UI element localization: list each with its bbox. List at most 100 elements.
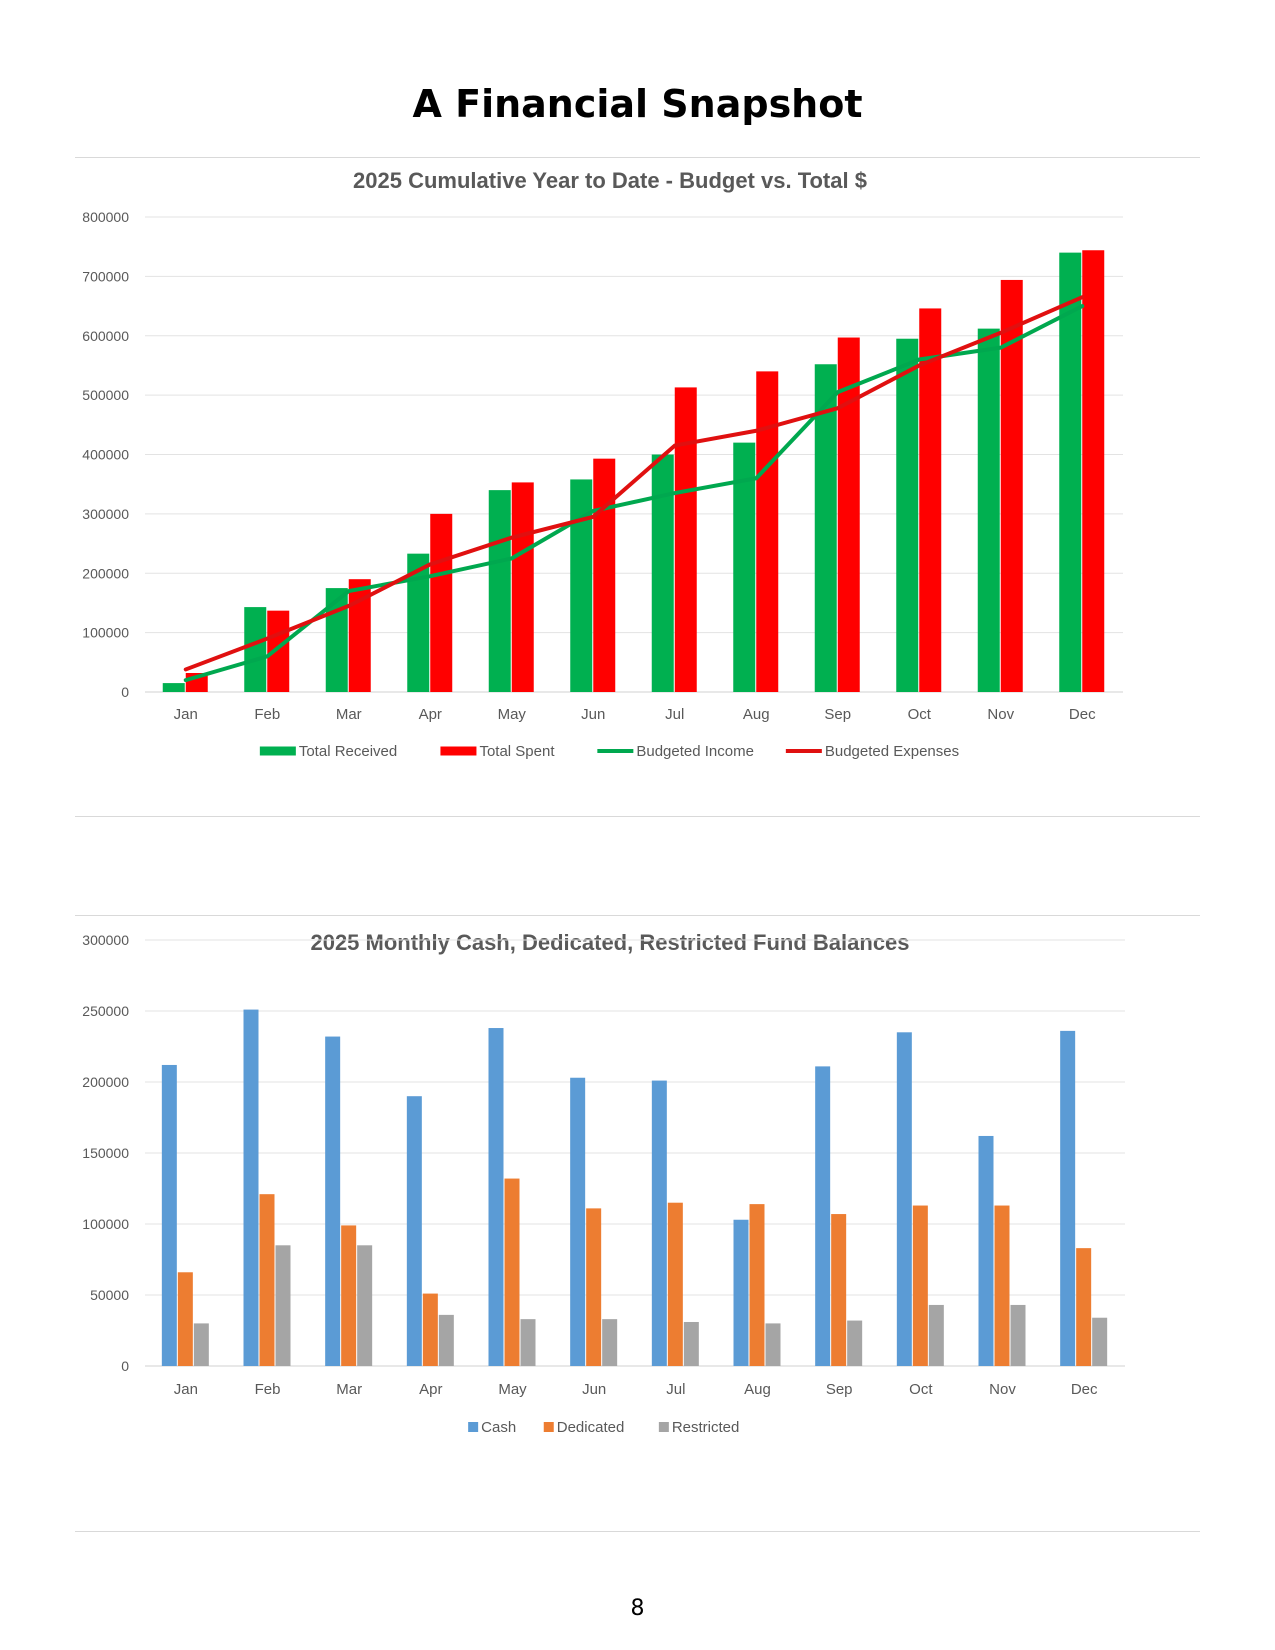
bar-restricted-mar [357, 1245, 373, 1366]
y-tick-label: 0 [121, 684, 129, 700]
legend-swatch-restricted [658, 1422, 669, 1432]
x-tick-label-sep: Sep [826, 1381, 853, 1398]
bar-total-spent-oct [919, 308, 942, 692]
bar-total-spent-apr [430, 513, 453, 692]
bar-total-received-jun [570, 479, 593, 692]
legend-swatch-dedicated [543, 1422, 554, 1432]
bar-dedicated-feb [259, 1194, 275, 1366]
bar-restricted-oct [928, 1304, 944, 1366]
chart-title: 2025 Monthly Cash, Dedicated, Restricted… [310, 930, 909, 955]
y-tick-label: 300000 [82, 932, 129, 948]
bar-total-received-dec [1059, 252, 1082, 692]
bar-dedicated-aug [749, 1204, 765, 1366]
bar-total-received-aug [733, 442, 756, 692]
y-tick-label: 600000 [82, 328, 129, 344]
legend-label-cash: Cash [481, 1419, 516, 1436]
bar-total-received-feb [244, 607, 267, 692]
y-tick-label: 200000 [82, 1074, 129, 1090]
bar-restricted-may [520, 1319, 536, 1366]
bar-dedicated-jan [177, 1272, 193, 1366]
legend-label-dedicated: Dedicated [557, 1419, 625, 1436]
cumulative-budget-chart-svg: 2025 Cumulative Year to Date - Budget vs… [82, 168, 1123, 760]
y-tick-label: 500000 [82, 387, 129, 403]
y-tick-label: 100000 [82, 1216, 129, 1232]
bar-dedicated-jul [667, 1202, 683, 1366]
y-tick-label: 50000 [90, 1287, 129, 1303]
y-tick-label: 250000 [82, 1003, 129, 1019]
bar-total-spent-aug [756, 371, 779, 692]
y-tick-label: 100000 [82, 625, 129, 641]
x-tick-label-jun: Jun [582, 1381, 606, 1398]
y-tick-label: 700000 [82, 268, 129, 284]
x-tick-label-mar: Mar [336, 1381, 362, 1398]
y-tick-label: 800000 [82, 209, 129, 225]
x-tick-label-oct: Oct [909, 1381, 933, 1398]
bar-restricted-jul [683, 1321, 699, 1366]
bar-cash-aug [733, 1219, 749, 1366]
line-budgeted-expenses [183, 295, 1085, 672]
bar-restricted-aug [765, 1323, 781, 1366]
x-tick-label-sep: Sep [824, 706, 851, 723]
y-tick-label: 200000 [82, 565, 129, 581]
bar-total-received-mar [325, 588, 348, 692]
bar-restricted-jan [193, 1323, 209, 1366]
y-tick-label: 0 [121, 1358, 129, 1374]
page-title: A Financial Snapshot [412, 82, 863, 126]
x-tick-label-jan: Jan [174, 1381, 198, 1398]
x-tick-label-apr: Apr [419, 1381, 442, 1398]
bar-cash-nov [978, 1135, 994, 1366]
legend-swatch-total-received [259, 746, 296, 756]
x-tick-label-aug: Aug [744, 1381, 771, 1398]
bar-total-spent-jun [593, 458, 616, 692]
bar-total-received-apr [407, 553, 430, 692]
bar-total-received-jan [162, 683, 185, 692]
bar-restricted-sep [847, 1320, 863, 1366]
bar-cash-dec [1060, 1030, 1076, 1366]
bar-total-spent-mar [348, 579, 371, 692]
bar-total-spent-dec [1082, 250, 1105, 692]
bar-cash-apr [406, 1096, 422, 1366]
fund-balances-chart: 2025 Monthly Cash, Dedicated, Restricted… [75, 915, 1200, 1532]
bar-cash-may [488, 1028, 504, 1366]
bar-cash-feb [243, 1009, 259, 1366]
bar-dedicated-sep [831, 1214, 847, 1366]
x-tick-label-dec: Dec [1071, 1381, 1098, 1398]
chart-title: 2025 Cumulative Year to Date - Budget vs… [353, 168, 867, 193]
bar-total-received-oct [896, 338, 919, 692]
line-budgeted-income [183, 304, 1085, 683]
bar-dedicated-apr [422, 1293, 438, 1366]
x-tick-label-may: May [498, 706, 527, 723]
legend-label-budgeted-income: Budgeted Income [636, 743, 754, 760]
bar-restricted-feb [275, 1245, 291, 1366]
bar-restricted-nov [1010, 1304, 1026, 1366]
cumulative-budget-chart: 2025 Cumulative Year to Date - Budget vs… [75, 157, 1200, 817]
bar-dedicated-oct [912, 1205, 928, 1366]
legend-label-budgeted-expenses: Budgeted Expenses [825, 743, 959, 760]
legend-swatch-cash [468, 1422, 479, 1432]
x-tick-label-aug: Aug [743, 706, 770, 723]
bar-total-received-may [488, 490, 511, 692]
bar-total-spent-sep [837, 337, 860, 692]
bar-dedicated-dec [1076, 1248, 1092, 1366]
x-tick-label-nov: Nov [989, 1381, 1016, 1398]
x-tick-label-feb: Feb [254, 706, 280, 723]
x-tick-label-jul: Jul [666, 1381, 685, 1398]
x-tick-label-oct: Oct [908, 706, 932, 723]
x-tick-label-dec: Dec [1069, 706, 1096, 723]
x-tick-label-may: May [498, 1381, 527, 1398]
page-number: 8 [630, 1596, 645, 1621]
bar-dedicated-nov [994, 1205, 1010, 1366]
bar-dedicated-mar [341, 1225, 357, 1366]
legend-label-total-spent: Total Spent [479, 743, 555, 760]
bar-total-spent-nov [1000, 279, 1023, 692]
legend-swatch-total-spent [440, 746, 477, 756]
fund-balances-chart-svg: 2025 Monthly Cash, Dedicated, Restricted… [82, 930, 1125, 1436]
bar-cash-jul [651, 1080, 667, 1366]
bar-total-spent-may [511, 482, 534, 692]
bar-total-received-nov [977, 328, 1000, 692]
x-tick-label-apr: Apr [419, 706, 442, 723]
legend-label-total-received: Total Received [299, 743, 397, 760]
bar-restricted-dec [1092, 1317, 1108, 1366]
bar-restricted-jun [602, 1319, 618, 1366]
bar-dedicated-may [504, 1178, 520, 1366]
